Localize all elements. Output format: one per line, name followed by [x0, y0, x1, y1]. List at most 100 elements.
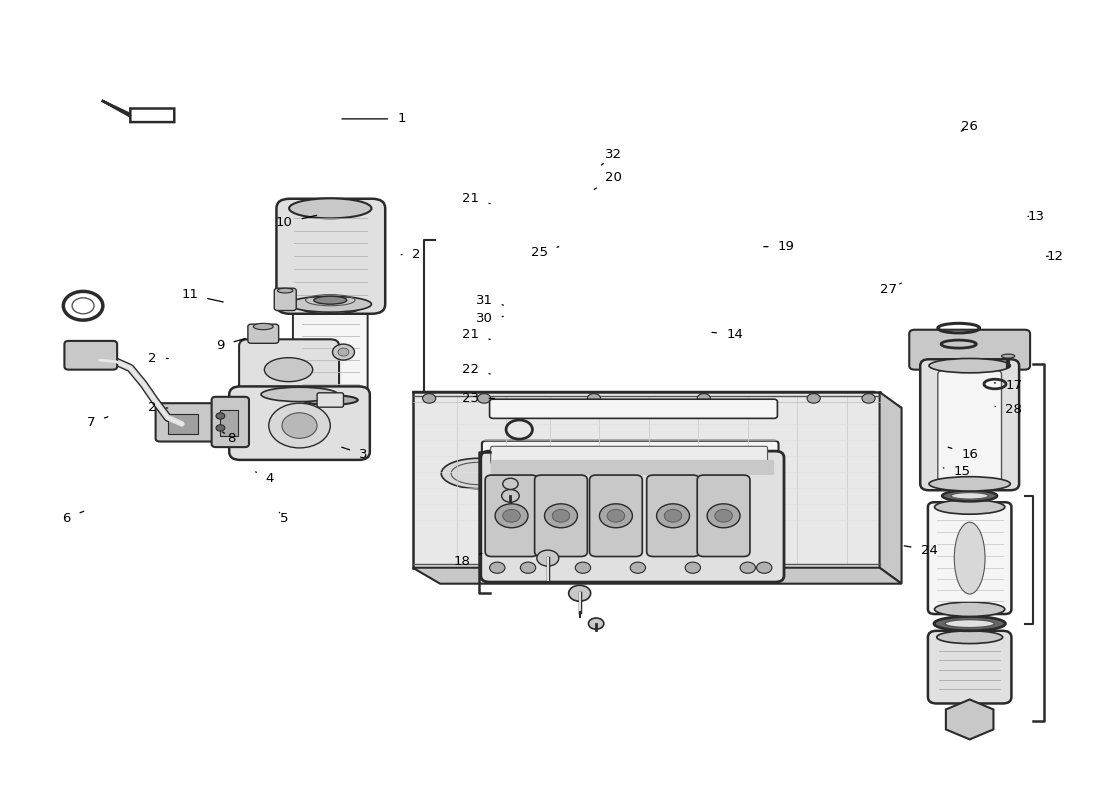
FancyBboxPatch shape [590, 475, 642, 557]
Ellipse shape [952, 493, 988, 499]
Polygon shape [880, 392, 902, 584]
Ellipse shape [261, 387, 338, 402]
Text: 28: 28 [994, 403, 1022, 416]
FancyBboxPatch shape [938, 370, 1001, 482]
Circle shape [575, 562, 591, 574]
Ellipse shape [253, 323, 273, 330]
Text: 21: 21 [462, 192, 491, 206]
FancyBboxPatch shape [647, 475, 700, 557]
Ellipse shape [302, 395, 358, 405]
FancyBboxPatch shape [921, 359, 1019, 490]
Circle shape [607, 510, 625, 522]
Circle shape [495, 504, 528, 528]
FancyBboxPatch shape [412, 392, 880, 568]
Circle shape [715, 510, 733, 522]
Text: 2: 2 [148, 402, 167, 414]
Text: 26: 26 [961, 120, 978, 134]
Polygon shape [412, 392, 902, 408]
Ellipse shape [934, 617, 1005, 630]
FancyBboxPatch shape [65, 341, 117, 370]
Circle shape [338, 348, 349, 356]
Circle shape [664, 510, 682, 522]
Text: 10: 10 [276, 215, 317, 230]
Text: 8: 8 [222, 432, 235, 445]
Text: 16: 16 [948, 447, 978, 461]
Circle shape [503, 510, 520, 522]
Ellipse shape [705, 458, 780, 489]
Text: 2: 2 [148, 352, 168, 365]
Text: 14: 14 [712, 328, 743, 341]
Text: 18: 18 [453, 554, 482, 568]
Ellipse shape [441, 458, 516, 489]
Circle shape [422, 394, 436, 403]
Circle shape [332, 344, 354, 360]
Ellipse shape [289, 296, 372, 312]
Ellipse shape [314, 296, 346, 304]
Text: 7: 7 [87, 416, 108, 429]
Text: 23: 23 [462, 392, 495, 405]
Circle shape [707, 504, 740, 528]
Circle shape [268, 403, 330, 448]
Ellipse shape [529, 458, 604, 489]
Circle shape [477, 394, 491, 403]
FancyBboxPatch shape [910, 330, 1030, 370]
FancyBboxPatch shape [211, 397, 249, 447]
FancyBboxPatch shape [239, 339, 339, 400]
Ellipse shape [945, 620, 994, 628]
Circle shape [216, 425, 224, 431]
Text: 11: 11 [182, 288, 223, 302]
Text: 22: 22 [462, 363, 491, 376]
Text: 17: 17 [994, 379, 1022, 392]
FancyBboxPatch shape [535, 475, 587, 557]
Text: 1: 1 [342, 112, 406, 126]
Ellipse shape [264, 358, 312, 382]
Text: 3: 3 [342, 447, 367, 461]
Circle shape [807, 394, 821, 403]
Text: 21: 21 [462, 328, 491, 341]
FancyBboxPatch shape [928, 630, 1011, 703]
Ellipse shape [617, 458, 692, 489]
Text: 12: 12 [1046, 250, 1064, 262]
Ellipse shape [930, 358, 1010, 373]
FancyBboxPatch shape [481, 451, 784, 582]
Ellipse shape [289, 198, 372, 218]
FancyBboxPatch shape [155, 403, 221, 442]
FancyBboxPatch shape [248, 324, 278, 343]
FancyBboxPatch shape [482, 441, 779, 467]
Text: 5: 5 [279, 512, 288, 525]
Circle shape [630, 562, 646, 574]
Polygon shape [412, 568, 902, 584]
Circle shape [697, 394, 711, 403]
Ellipse shape [299, 301, 361, 314]
FancyBboxPatch shape [490, 399, 778, 418]
FancyBboxPatch shape [229, 386, 370, 460]
Ellipse shape [277, 288, 293, 293]
Text: 2: 2 [402, 248, 420, 261]
Circle shape [587, 394, 601, 403]
FancyBboxPatch shape [485, 475, 538, 557]
Circle shape [544, 504, 578, 528]
FancyBboxPatch shape [317, 393, 343, 407]
Bar [220, 410, 238, 436]
Ellipse shape [299, 387, 361, 400]
FancyBboxPatch shape [274, 288, 296, 310]
Bar [167, 414, 198, 434]
Circle shape [685, 562, 701, 574]
Circle shape [503, 478, 518, 490]
Ellipse shape [955, 522, 986, 594]
FancyBboxPatch shape [491, 446, 768, 464]
Ellipse shape [935, 602, 1004, 617]
Text: 6: 6 [63, 511, 84, 525]
Circle shape [588, 618, 604, 630]
Circle shape [282, 413, 317, 438]
Circle shape [569, 586, 591, 602]
Text: 9: 9 [217, 338, 245, 352]
FancyBboxPatch shape [293, 302, 367, 398]
Circle shape [740, 562, 756, 574]
Circle shape [216, 413, 224, 419]
Text: 27: 27 [880, 283, 901, 296]
Ellipse shape [1001, 354, 1014, 358]
Text: 13: 13 [1027, 210, 1044, 223]
Text: 25: 25 [530, 246, 559, 258]
FancyBboxPatch shape [928, 502, 1011, 614]
